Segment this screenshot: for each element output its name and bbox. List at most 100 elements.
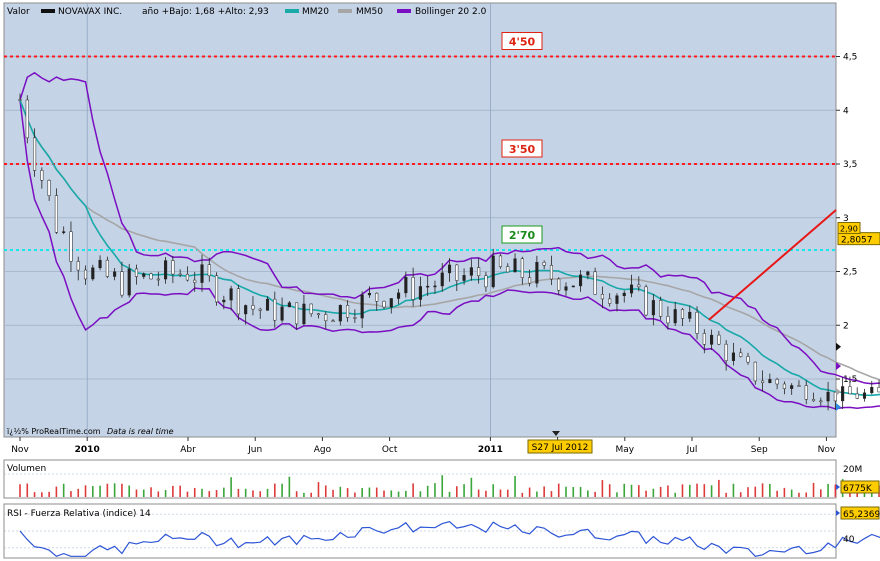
volume-bar	[521, 492, 524, 497]
candle-body	[462, 275, 466, 281]
candle-body	[768, 379, 772, 384]
volume-title: Volumen	[7, 464, 46, 474]
volume-bar	[99, 485, 101, 497]
volume-bar	[208, 491, 211, 497]
volume-bar	[281, 483, 283, 497]
volume-bar	[215, 490, 218, 497]
volume-bar	[739, 492, 742, 497]
level-label-box	[501, 32, 543, 50]
volume-bar	[754, 486, 757, 497]
candle-body	[105, 259, 109, 277]
candle-body	[193, 279, 197, 283]
candle-body	[251, 305, 255, 310]
volume-bar	[237, 488, 240, 497]
volume-bar	[48, 491, 50, 497]
resistance-trendline	[708, 209, 837, 321]
legend-mm50: MM50	[356, 7, 383, 17]
volume-bar	[790, 489, 793, 497]
candle-body	[156, 278, 160, 281]
legend-mm20-swatch	[285, 9, 299, 13]
candle-body	[346, 305, 350, 318]
candle-body	[426, 285, 430, 288]
x-tick-label: Jun	[247, 445, 262, 455]
volume-bar	[827, 483, 829, 497]
bollinger-upper-line	[19, 71, 880, 385]
candle-body	[149, 273, 153, 280]
volume-bar	[579, 486, 582, 497]
volume-bar	[608, 484, 611, 497]
candle-body	[62, 231, 66, 233]
x-tick-label: 2011	[478, 445, 503, 455]
volume-bar	[368, 487, 371, 497]
x-tick-label: Abr	[180, 445, 196, 455]
volume-bar	[463, 484, 465, 497]
candle-body	[753, 361, 757, 382]
volume-bar	[688, 484, 691, 497]
volume-bar	[179, 485, 181, 497]
candle-body	[302, 303, 306, 325]
level-label-box	[501, 139, 543, 158]
legend-price-swatch	[41, 9, 55, 13]
candle-body	[542, 262, 546, 266]
volume-bar	[667, 485, 669, 497]
candle-body	[826, 391, 830, 402]
volume-bar	[390, 490, 393, 497]
volume-bar	[412, 483, 414, 497]
candle-body	[608, 298, 612, 304]
right-axis-marker	[836, 387, 841, 396]
volume-bar	[310, 492, 312, 497]
volume-bar	[761, 483, 764, 497]
rsi-last-value: 65,2369	[843, 510, 880, 520]
volume-bar	[223, 487, 225, 497]
candle-body	[134, 268, 139, 277]
volume-bar	[696, 483, 698, 497]
price-y-axis: 4,5 4 3,5 3 2,5 2 1,5	[836, 53, 857, 385]
volume-bar	[820, 489, 822, 497]
legend-mm50-swatch	[338, 9, 352, 13]
candle-body	[797, 385, 801, 387]
volume-bar	[550, 491, 553, 497]
volume-bar	[193, 487, 196, 497]
x-tick-label: Sep	[751, 445, 768, 455]
candle-body	[615, 295, 619, 304]
volume-bar	[441, 475, 444, 497]
volume-bar	[623, 483, 626, 497]
volume-bar	[812, 482, 815, 497]
volume-bar	[506, 489, 509, 497]
candle-body	[120, 271, 124, 296]
candle-body	[389, 298, 393, 308]
x-tick-label: Nov	[818, 445, 836, 455]
candle-body	[549, 265, 553, 280]
candle-body	[18, 99, 22, 101]
candle-body	[739, 352, 743, 357]
candle-body	[440, 272, 444, 287]
candle-body	[338, 305, 342, 322]
volume-bar	[492, 484, 494, 497]
rsi-arrow-icon	[836, 510, 840, 516]
candle-body	[411, 277, 415, 300]
volume-arrow-icon	[836, 484, 840, 490]
candle-body	[309, 303, 313, 315]
candle-body	[113, 271, 117, 277]
volume-bar	[135, 489, 138, 497]
candle-body	[593, 271, 597, 295]
volume-bar	[434, 483, 436, 497]
candle-body	[811, 399, 816, 402]
candle-body	[25, 99, 29, 139]
volume-bar	[142, 489, 145, 497]
candle-body	[819, 400, 823, 403]
y-tick-label: 1,5	[843, 375, 857, 385]
candle-body	[600, 294, 604, 300]
candle-body	[47, 180, 51, 196]
cursor-date-label: S27 Jul 2012	[532, 443, 589, 453]
candle-body	[54, 195, 58, 233]
candle-body	[316, 313, 321, 316]
candle-body	[76, 261, 80, 271]
cursor-date-box	[527, 439, 593, 454]
right-axis-marker	[836, 342, 841, 351]
volume-bar	[557, 483, 560, 497]
y-tick-label: 2,5	[843, 268, 857, 278]
candle-body	[702, 333, 706, 345]
volume-bar	[863, 492, 866, 497]
volume-bar	[346, 488, 349, 497]
